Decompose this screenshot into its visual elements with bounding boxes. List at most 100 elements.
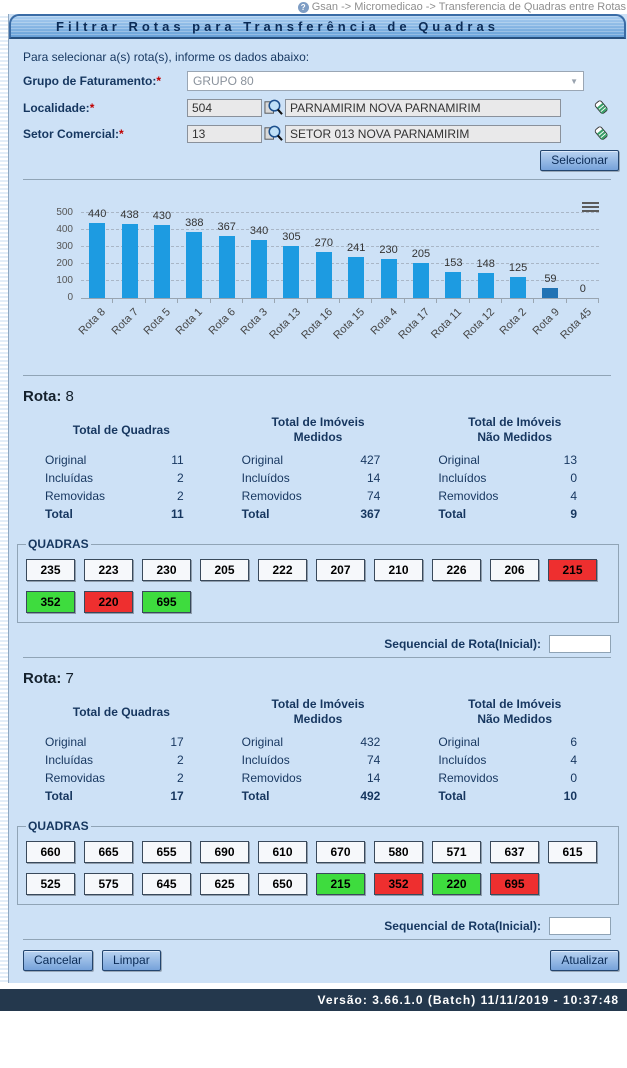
totals-row: Incluídas 2 xyxy=(23,751,220,769)
quadra-cell[interactable]: 205 xyxy=(200,559,249,581)
chart-bar-value-label: 440 xyxy=(88,208,107,221)
chart-bar-slot: 388 Rota 1 xyxy=(174,214,211,337)
quadra-cell[interactable]: 223 xyxy=(84,559,133,581)
y-axis-tick-label: 200 xyxy=(56,258,73,269)
setor-name-input[interactable] xyxy=(285,124,561,143)
setor-code-input[interactable] xyxy=(187,124,262,143)
localidade-name-input[interactable] xyxy=(285,98,561,117)
quadra-cell[interactable]: 571 xyxy=(432,841,481,863)
eraser-icon xyxy=(594,100,608,114)
setor-search-button[interactable] xyxy=(264,124,283,143)
totals-row-label: Removidos xyxy=(438,489,499,503)
chart-bar[interactable] xyxy=(412,263,429,298)
quadra-cell[interactable]: 670 xyxy=(316,841,365,863)
quadra-cell[interactable]: 575 xyxy=(84,873,133,895)
quadra-cell[interactable]: 655 xyxy=(142,841,191,863)
quadras-legend: QUADRAS xyxy=(28,537,89,551)
chart-bar[interactable] xyxy=(218,235,235,298)
totals-row: Original 427 xyxy=(220,451,417,469)
totals-row-label: Incluídas xyxy=(45,471,94,485)
chart-bar[interactable] xyxy=(380,258,397,298)
chart-bar[interactable] xyxy=(542,287,559,298)
totals-row-value: 11 xyxy=(170,507,184,521)
quadra-cell[interactable]: 645 xyxy=(142,873,191,895)
quadra-cell[interactable]: 215 xyxy=(548,559,597,581)
totals-group-header: Total de Quadras xyxy=(23,697,220,727)
quadra-cell[interactable]: 690 xyxy=(200,841,249,863)
cancelar-button[interactable]: Cancelar xyxy=(23,950,94,971)
required-asterisk: * xyxy=(156,74,162,88)
chart-hamburger-menu-icon[interactable] xyxy=(582,202,599,214)
chart-bar[interactable] xyxy=(153,224,170,298)
chart-bar[interactable] xyxy=(348,257,365,298)
totals-group-header-line: Total de Imóveis xyxy=(468,697,562,711)
rota-section: Rota: 8 Total de Quadras Original 11 Incluí… xyxy=(9,388,627,653)
quadra-cell[interactable]: 660 xyxy=(26,841,75,863)
quadra-cell[interactable]: 352 xyxy=(374,873,423,895)
quadra-cell[interactable]: 625 xyxy=(200,873,249,895)
totals-row-label: Incluídos xyxy=(438,753,487,767)
totals-row: Removidos 0 xyxy=(416,769,613,787)
rota-number: 8 xyxy=(65,388,74,405)
localidade-clear-button[interactable] xyxy=(592,98,611,117)
quadra-cell[interactable]: 206 xyxy=(490,559,539,581)
sequencial-input[interactable] xyxy=(549,917,611,935)
limpar-button[interactable]: Limpar xyxy=(102,950,161,971)
totals-group-header-line: Não Medidos xyxy=(477,712,553,726)
sequencial-input[interactable] xyxy=(549,635,611,653)
chart-bar[interactable] xyxy=(445,272,462,298)
quadra-cell[interactable]: 637 xyxy=(490,841,539,863)
help-icon[interactable]: ? xyxy=(297,1,309,13)
quadra-cell[interactable]: 207 xyxy=(316,559,365,581)
grupo-faturamento-row: Grupo de Faturamento:* GRUPO 80 ▼ xyxy=(23,71,619,91)
chart-bar[interactable] xyxy=(251,240,268,298)
chart-bar-slot: 438 Rota 7 xyxy=(109,209,147,337)
chart-bar[interactable] xyxy=(510,276,527,298)
selecionar-button[interactable]: Selecionar xyxy=(540,150,619,171)
totals-row-label: Original xyxy=(45,453,87,467)
quadra-cell[interactable]: 615 xyxy=(548,841,597,863)
quadra-cell[interactable]: 650 xyxy=(258,873,307,895)
totals-row: Total 492 xyxy=(220,787,417,805)
quadra-cell[interactable]: 235 xyxy=(26,559,75,581)
x-axis-category-label: Rota 45 xyxy=(558,306,594,342)
localidade-search-button[interactable] xyxy=(264,98,283,117)
chart-bar[interactable] xyxy=(121,223,138,298)
atualizar-button[interactable]: Atualizar xyxy=(550,950,619,971)
totals-row-label: Removidos xyxy=(241,489,302,503)
quadra-cell[interactable]: 222 xyxy=(258,559,307,581)
quadra-cell[interactable]: 215 xyxy=(316,873,365,895)
quadra-cell[interactable]: 220 xyxy=(432,873,481,895)
quadra-cell[interactable]: 230 xyxy=(142,559,191,581)
quadra-cell[interactable]: 665 xyxy=(84,841,133,863)
quadra-cell[interactable]: 210 xyxy=(374,559,423,581)
chart-bar[interactable] xyxy=(89,223,106,298)
quadra-cell[interactable]: 695 xyxy=(490,873,539,895)
totals-row-value: 2 xyxy=(176,753,184,767)
grupo-faturamento-value: GRUPO 80 xyxy=(193,74,254,88)
quadra-cell[interactable]: 226 xyxy=(432,559,481,581)
separator xyxy=(23,657,611,658)
totals-row-value: 6 xyxy=(570,735,578,749)
setor-clear-button[interactable] xyxy=(592,124,611,143)
chart-bar[interactable] xyxy=(315,252,332,298)
x-axis-category-label: Rota 13 xyxy=(266,306,303,342)
chart-bar[interactable] xyxy=(283,246,300,298)
totals-row-label: Incluídos xyxy=(241,471,290,485)
quadra-cell[interactable]: 352 xyxy=(26,591,75,613)
totals-group: Total de Imóveis Não Medidos Original 6 Incl… xyxy=(416,697,613,805)
chart-bar-slot: 270 Rota 16 xyxy=(299,214,341,342)
localidade-code-input[interactable] xyxy=(187,98,262,117)
chart-bars: 440 Rota 8 438 Rota 7 430 Rota 5 388 Rota 1 367 R… xyxy=(77,208,600,342)
chart-bar[interactable] xyxy=(477,272,494,298)
quadra-cell[interactable]: 220 xyxy=(84,591,133,613)
quadra-cell[interactable]: 695 xyxy=(142,591,191,613)
quadra-cell[interactable]: 525 xyxy=(26,873,75,895)
rota-totals: Total de Quadras Original 17 Incluídas 2 Remo… xyxy=(23,697,613,805)
chart-bar-value-label: 367 xyxy=(217,220,236,233)
totals-row-value: 367 xyxy=(360,507,381,521)
quadra-cell[interactable]: 610 xyxy=(258,841,307,863)
grupo-faturamento-select[interactable]: GRUPO 80 ▼ xyxy=(187,71,584,91)
quadra-cell[interactable]: 580 xyxy=(374,841,423,863)
chart-bar[interactable] xyxy=(186,232,203,298)
